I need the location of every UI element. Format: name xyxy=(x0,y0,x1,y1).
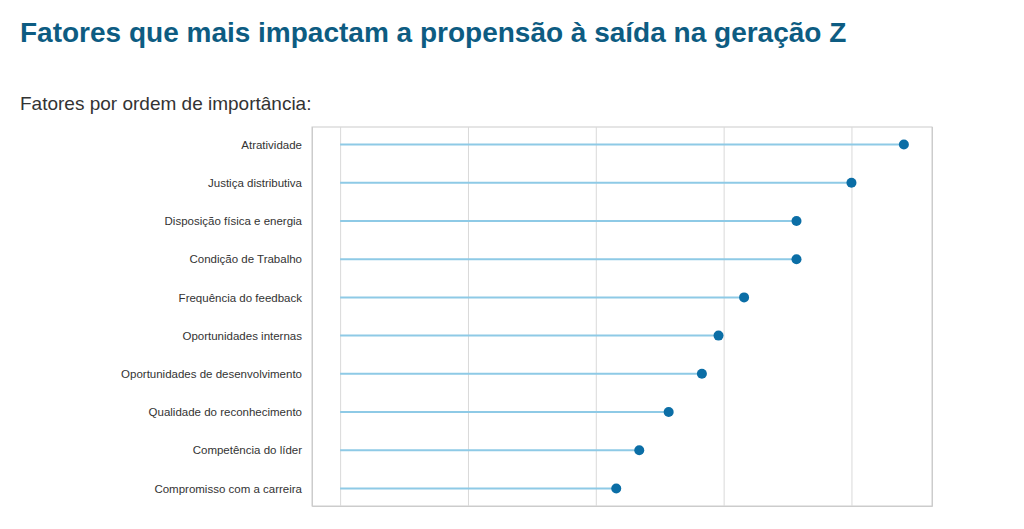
dot xyxy=(739,292,749,302)
plot-frame xyxy=(312,127,932,506)
stem xyxy=(340,144,904,146)
grid-line xyxy=(596,127,597,506)
y-axis-line xyxy=(312,128,313,507)
subtitle: Fatores por ordem de importância: xyxy=(20,93,311,114)
stem xyxy=(340,411,669,413)
y-tick: Justiça distributiva xyxy=(208,177,312,189)
y-tick-label: Compromisso com a carreira xyxy=(154,483,302,495)
y-tick: Qualidade do reconhecimento xyxy=(149,406,312,418)
y-tick-label: Qualidade do reconhecimento xyxy=(149,406,302,418)
marks xyxy=(340,140,909,494)
y-tick-label: Oportunidades de desenvolvimento xyxy=(121,368,302,380)
title: Fatores que mais impactam a propensão à … xyxy=(20,17,846,48)
y-tick-label: Disposição física e energia xyxy=(165,215,303,227)
y-tick-label: Frequência do feedback xyxy=(179,292,303,304)
stem xyxy=(340,220,796,222)
y-tick-label: Atratividade xyxy=(241,139,302,151)
x-axis-line xyxy=(313,127,933,507)
y-axis: Atratividade Justiça distributiva Disposiç… xyxy=(121,128,312,507)
dot xyxy=(846,178,856,188)
x-tick xyxy=(724,127,725,506)
stem xyxy=(340,449,639,451)
chart: Fatores que mais impactam a propensão à … xyxy=(0,0,1024,529)
y-tick: Frequência do feedback xyxy=(179,292,312,304)
y-tick: Disposição física e energia xyxy=(165,215,312,227)
x-tick xyxy=(468,127,469,506)
y-tick-label: Condição de Trabalho xyxy=(189,253,302,265)
stem xyxy=(340,182,851,184)
x-axis xyxy=(313,127,933,507)
dot xyxy=(899,140,909,150)
y-tick: Compromisso com a carreira xyxy=(154,483,312,495)
stem xyxy=(340,258,796,260)
stem xyxy=(340,487,616,489)
dot xyxy=(634,445,644,455)
y-tick: Competência do líder xyxy=(193,444,312,456)
y-tick-label: Competência do líder xyxy=(193,444,302,456)
grid-line xyxy=(340,127,341,506)
dot xyxy=(791,216,801,226)
stem xyxy=(340,335,718,337)
grid-line xyxy=(724,127,725,506)
stem xyxy=(340,373,702,375)
dot xyxy=(697,369,707,379)
dot xyxy=(714,331,724,341)
y-tick: Oportunidades de desenvolvimento xyxy=(121,368,312,380)
grid-line xyxy=(468,127,469,506)
y-tick-label: Justiça distributiva xyxy=(208,177,303,189)
y-tick: Atratividade xyxy=(241,139,312,151)
x-tick xyxy=(596,127,597,506)
y-tick: Oportunidades internas xyxy=(182,330,312,342)
y-tick-label: Oportunidades internas xyxy=(182,330,302,342)
dot xyxy=(791,254,801,264)
dot xyxy=(611,483,621,493)
x-tick xyxy=(340,127,341,506)
y-tick: Condição de Trabalho xyxy=(189,253,312,265)
stem xyxy=(340,296,744,298)
dot xyxy=(664,407,674,417)
